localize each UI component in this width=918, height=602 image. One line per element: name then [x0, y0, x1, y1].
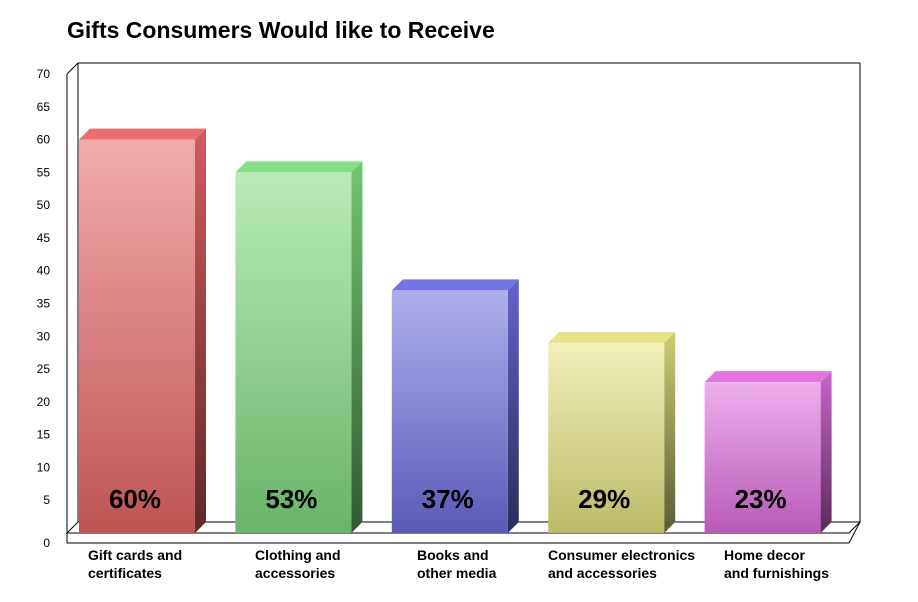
- bar-front: [235, 172, 352, 533]
- x-tick-label: Home decor: [724, 547, 805, 563]
- bar: 23%: [704, 371, 832, 533]
- bar-side: [664, 331, 676, 533]
- data-label: 53%: [265, 484, 317, 514]
- bar-top: [391, 279, 519, 291]
- bar: 53%: [235, 161, 363, 533]
- bar-side: [820, 371, 832, 533]
- y-tick-label: 45: [37, 231, 51, 245]
- y-tick-label: 5: [43, 493, 50, 507]
- y-tick-label: 55: [37, 165, 51, 179]
- y-tick-label: 0: [43, 536, 50, 550]
- bar-front: [79, 139, 195, 534]
- bar: 37%: [391, 279, 519, 533]
- bar-front: [704, 382, 821, 533]
- y-tick-label: 15: [37, 428, 51, 442]
- y-tick-label: 50: [37, 198, 51, 212]
- y-tick-label: 20: [37, 395, 51, 409]
- x-tick-label: and furnishings: [724, 565, 829, 581]
- data-label: 23%: [735, 484, 787, 514]
- y-tick-label: 70: [37, 67, 51, 81]
- bar-front: [548, 342, 665, 533]
- y-tick-label: 35: [37, 297, 51, 311]
- chart-title: Gifts Consumers Would like to Receive: [67, 17, 495, 43]
- bar-side: [351, 161, 363, 533]
- bar-top: [548, 331, 676, 343]
- bar: 60%: [79, 128, 206, 534]
- x-tick-label: other media: [417, 565, 497, 581]
- x-tick-label: Books and: [417, 547, 489, 563]
- y-tick-label: 60: [37, 133, 51, 147]
- bar-top: [235, 161, 363, 173]
- y-tick-label: 40: [37, 264, 51, 278]
- x-axis: Gift cards and certificates Clothing and ac…: [88, 547, 829, 581]
- bar-side: [195, 128, 206, 534]
- bar: 29%: [548, 331, 676, 533]
- bars: 60% 53% 37% 29% 23%: [79, 128, 832, 534]
- x-tick-label: Clothing and: [255, 547, 341, 563]
- x-tick-label: accessories: [255, 565, 335, 581]
- bar-top: [79, 128, 206, 140]
- y-tick-label: 65: [37, 100, 51, 114]
- x-tick-label: Gift cards and: [88, 547, 182, 563]
- y-tick-label: 10: [37, 460, 51, 474]
- data-label: 60%: [109, 484, 161, 514]
- x-tick-label: and accessories: [548, 565, 657, 581]
- y-tick-label: 30: [37, 329, 51, 343]
- bar-front: [391, 290, 508, 533]
- y-axis: 0 5 10 15 20 25 30 35 40 45 50 55 60 65 70: [37, 67, 51, 550]
- y-tick-label: 25: [37, 362, 51, 376]
- bar-top: [704, 371, 832, 383]
- data-label: 37%: [422, 484, 474, 514]
- bar-side: [507, 279, 519, 533]
- x-tick-label: certificates: [88, 565, 162, 581]
- data-label: 29%: [578, 484, 630, 514]
- x-tick-label: Consumer electronics: [548, 547, 695, 563]
